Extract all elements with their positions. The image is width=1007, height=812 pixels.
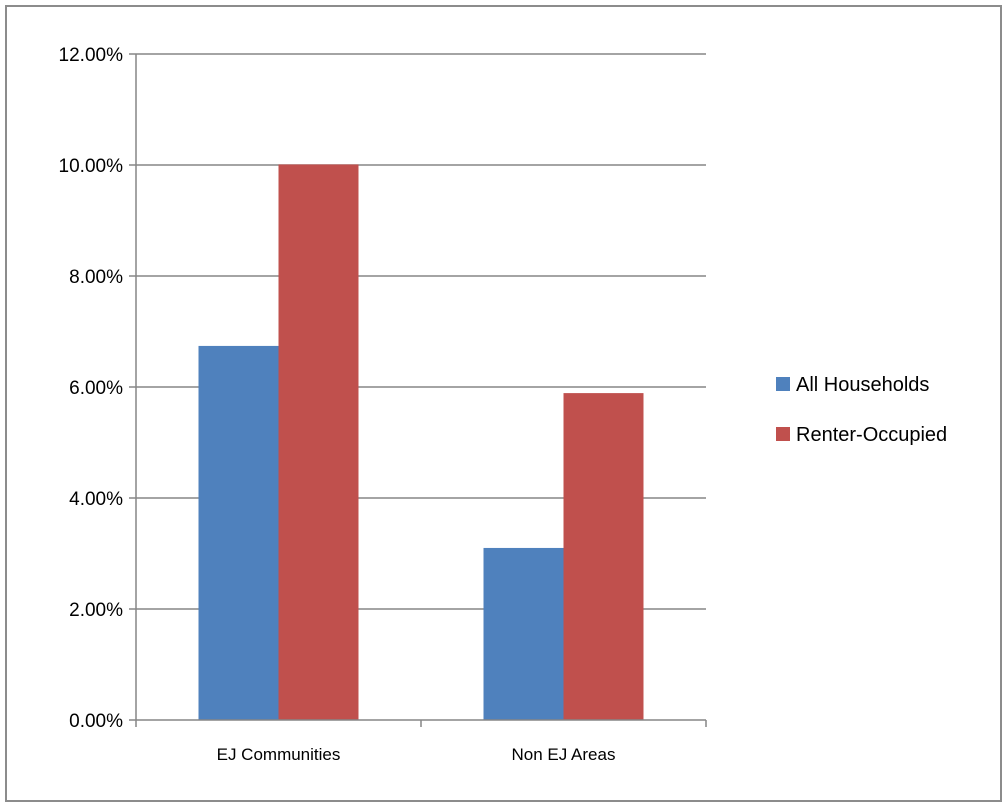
- bar-renter-occupied: [563, 393, 644, 720]
- x-category-label: Non EJ Areas: [512, 745, 616, 764]
- y-tick-label: 4.00%: [69, 489, 123, 510]
- legend-label: Renter-Occupied: [796, 424, 947, 446]
- legend-swatch: [776, 377, 790, 391]
- legend: All Households Renter-Occupied: [776, 374, 947, 446]
- y-tick-label: 6.00%: [69, 378, 123, 399]
- bar-renter-occupied: [278, 164, 359, 720]
- axes: [129, 53, 707, 727]
- y-tick-label: 12.00%: [59, 45, 124, 66]
- legend-label: All Households: [796, 374, 929, 396]
- y-tick-label: 8.00%: [69, 267, 123, 288]
- bar-all-households: [198, 345, 279, 720]
- bar-all-households: [483, 547, 564, 720]
- y-tick-label: 0.00%: [69, 711, 123, 732]
- y-tick-label: 10.00%: [59, 156, 124, 177]
- x-category-label: EJ Communities: [217, 745, 341, 764]
- axis-labels: 0.00% 2.00% 4.00% 6.00% 8.00% 10.00% 12.00% EJ …: [59, 45, 616, 764]
- legend-swatch: [776, 427, 790, 441]
- bars: [198, 164, 644, 720]
- y-tick-label: 2.00%: [69, 600, 123, 621]
